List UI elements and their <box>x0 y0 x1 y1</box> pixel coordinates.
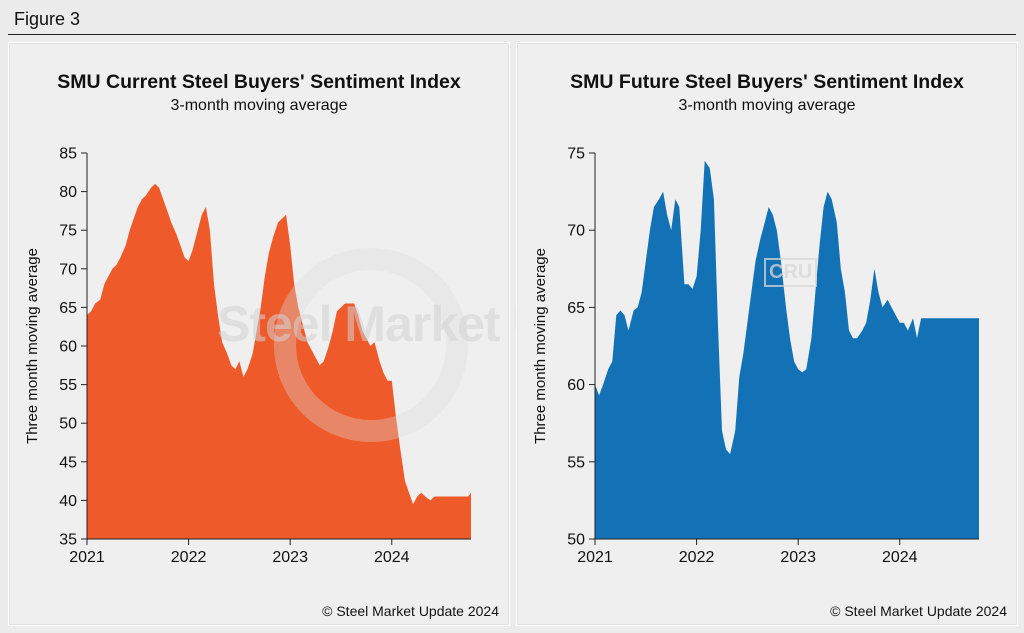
y-tick-label: 45 <box>59 454 77 471</box>
series-area <box>87 183 471 539</box>
future-chart-credit: © Steel Market Update 2024 <box>830 603 1007 619</box>
x-tick-label: 2021 <box>577 549 613 566</box>
series-area <box>595 160 979 539</box>
y-tick-label: 55 <box>567 454 585 471</box>
y-tick-label: 75 <box>59 223 77 240</box>
y-tick-label: 60 <box>59 339 77 356</box>
x-tick-label: 2024 <box>374 549 410 566</box>
x-tick-label: 2023 <box>780 549 816 566</box>
y-tick-label: 40 <box>59 493 77 510</box>
y-tick-label: 70 <box>567 223 585 240</box>
current-sentiment-chart: 35 40 45 50 55 60 65 70 75 80 85 2021 2022 2023 2024 Th… <box>24 146 471 566</box>
future-chart-title: SMU Future Steel Buyers' Sentiment Index <box>570 71 964 93</box>
y-tick-label: 35 <box>59 532 77 549</box>
x-tick-label: 2022 <box>171 549 207 566</box>
current-chart-credit: © Steel Market Update 2024 <box>322 603 499 619</box>
x-tick-label: 2024 <box>882 549 918 566</box>
x-tick-label: 2023 <box>272 549 308 566</box>
current-sentiment-panel: SMU Current Steel Buyers' Sentiment Inde… <box>8 42 677 626</box>
x-tick-label: 2021 <box>69 549 105 566</box>
current-chart-subtitle: 3-month moving average <box>170 97 348 114</box>
y-tick-label: 80 <box>59 184 77 201</box>
current-chart-title: SMU Current Steel Buyers' Sentiment Inde… <box>57 71 461 93</box>
y-tick-label: 55 <box>59 377 77 394</box>
future-sentiment-chart: 50 55 60 65 70 75 2021 2022 2023 2024 Three month … <box>532 146 979 566</box>
figure-label: Figure 3 <box>14 9 81 29</box>
y-tick-label: 50 <box>567 532 585 549</box>
y-tick-label: 65 <box>567 300 585 317</box>
y-tick-label: 85 <box>59 146 77 163</box>
y-tick-label: 50 <box>59 416 77 433</box>
y-axis-title: Three month moving average <box>24 248 41 444</box>
future-sentiment-panel: SMU Future Steel Buyers' Sentiment Index… <box>516 42 1018 626</box>
y-tick-label: 70 <box>59 261 77 278</box>
x-tick-label: 2022 <box>679 549 715 566</box>
future-chart-subtitle: 3-month moving average <box>678 97 856 114</box>
y-tick-label: 75 <box>567 146 585 163</box>
y-tick-label: 60 <box>567 377 585 394</box>
y-axis-title: Three month moving average <box>532 248 549 444</box>
header-rule <box>8 34 1016 35</box>
y-tick-label: 65 <box>59 300 77 317</box>
